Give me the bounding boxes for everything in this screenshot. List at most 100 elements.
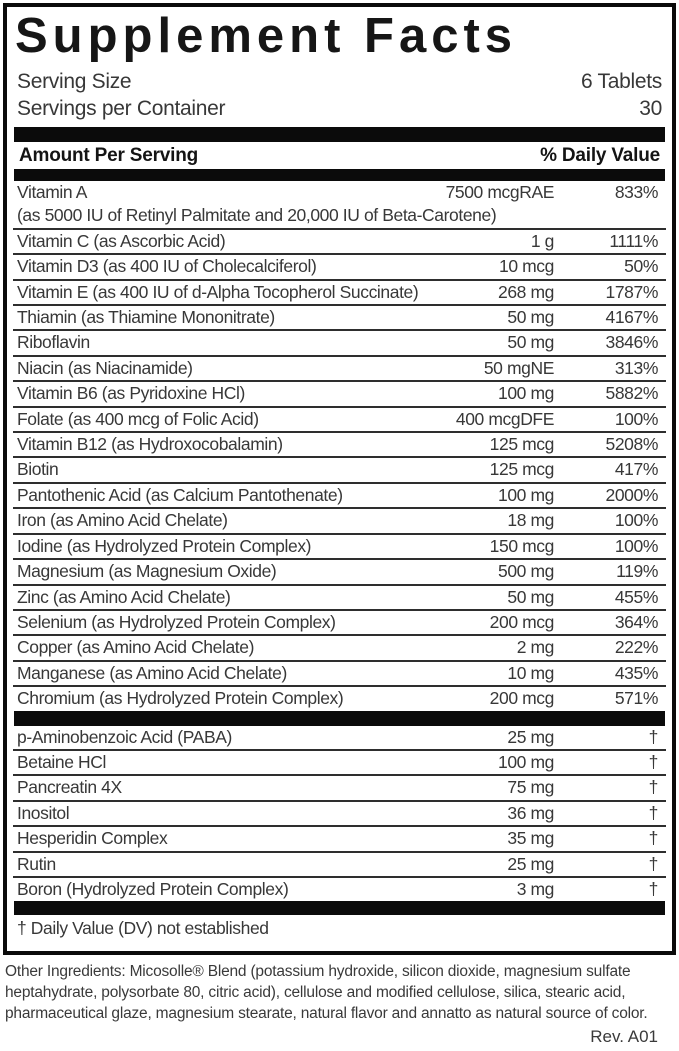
ingredient-name: Vitamin D3 (as 400 IU of Cholecalciferol… xyxy=(17,256,317,277)
ingredient-name: Niacin (as Niacinamide) xyxy=(17,357,193,378)
ingredient-name: Chromium (as Hydrolyzed Protein Complex) xyxy=(17,688,344,709)
ingredient-name: Vitamin B6 (as Pyridoxine HCl) xyxy=(17,383,245,404)
table-row-main-line: Zinc (as Amino Acid Chelate) 50 mg 455% xyxy=(13,586,666,609)
divider-bar-thick xyxy=(14,169,665,181)
table-row-main-line: Folate (as 400 mcg of Folic Acid) 400 mc… xyxy=(13,408,666,431)
ingredient-name: Selenium (as Hydrolyzed Protein Complex) xyxy=(17,611,336,632)
ingredient-amount: 500 mg xyxy=(498,561,554,582)
table-row: Betaine HCl 100 mg † xyxy=(13,748,666,774)
table-row-main-line: Niacin (as Niacinamide) 50 mgNE 313% xyxy=(13,357,666,380)
ingredient-amount: 125 mcg xyxy=(489,434,555,455)
ingredient-daily-value: 100% xyxy=(614,510,659,531)
table-row: Chromium (as Hydrolyzed Protein Complex)… xyxy=(13,685,666,710)
ingredient-name: Zinc (as Amino Acid Chelate) xyxy=(17,586,231,607)
ingredient-daily-value: † xyxy=(648,878,659,899)
other-ingredients-text: Other Ingredients: Micosolle® Blend (pot… xyxy=(5,963,648,1022)
table-row: Vitamin A 7500 mcgRAE 833% (as 5000 IU o… xyxy=(13,181,666,228)
ingredient-amount: 50 mgNE xyxy=(483,357,555,378)
ingredient-amount: 100 mg xyxy=(498,383,554,404)
supplement-facts-panel: Supplement Facts Serving Size 6 Tablets … xyxy=(3,3,676,955)
table-row-main-line: Selenium (as Hydrolyzed Protein Complex)… xyxy=(13,611,666,634)
vitamin-mineral-table: Vitamin A 7500 mcgRAE 833% (as 5000 IU o… xyxy=(13,181,666,711)
ingredient-amount: 200 mcg xyxy=(489,688,555,709)
ingredient-amount: 268 mg xyxy=(498,281,554,302)
panel-title: Supplement Facts xyxy=(15,9,518,63)
table-row-main-line: p-Aminobenzoic Acid (PABA) 25 mg † xyxy=(13,726,666,749)
ingredient-daily-value: † xyxy=(648,853,659,874)
ingredient-daily-value: 2000% xyxy=(605,484,659,505)
table-row-main-line: Inositol 36 mg † xyxy=(13,802,666,825)
ingredient-name: Vitamin C (as Ascorbic Acid) xyxy=(17,230,226,251)
ingredient-amount: 100 mg xyxy=(498,751,554,772)
ingredient-amount: 50 mg xyxy=(507,307,554,328)
table-row-main-line: Pancreatin 4X 75 mg † xyxy=(13,776,666,799)
table-row: Inositol 36 mg † xyxy=(13,799,666,825)
ingredient-daily-value: 119% xyxy=(616,561,658,582)
ingredient-daily-value: 222% xyxy=(614,637,659,658)
daily-value-footnote: † Daily Value (DV) not established xyxy=(17,918,269,939)
divider-bar-thick xyxy=(14,901,665,916)
table-row-main-line: Betaine HCl 100 mg † xyxy=(13,751,666,774)
table-row: Pancreatin 4X 75 mg † xyxy=(13,774,666,799)
table-row-main-line: Vitamin D3 (as 400 IU of Cholecalciferol… xyxy=(13,255,666,278)
ingredient-subtext: (as 5000 IU of Retinyl Palmitate and 20,… xyxy=(17,205,497,226)
table-row-main-line: Manganese (as Amino Acid Chelate) 10 mg … xyxy=(13,662,666,685)
divider-bar-thick xyxy=(14,710,665,726)
table-row: Niacin (as Niacinamide) 50 mgNE 313% xyxy=(13,354,666,380)
table-row: Riboflavin 50 mg 3846% xyxy=(13,329,666,354)
ingredient-name: Iron (as Amino Acid Chelate) xyxy=(17,510,228,531)
table-row: Rutin 25 mg † xyxy=(13,850,666,876)
ingredient-name: Riboflavin xyxy=(17,332,90,353)
ingredient-amount: 50 mg xyxy=(507,586,554,607)
table-row-main-line: Vitamin E (as 400 IU of d-Alpha Tocopher… xyxy=(13,281,666,304)
other-actives-table: p-Aminobenzoic Acid (PABA) 25 mg † Betai… xyxy=(13,726,666,902)
ingredient-daily-value: † xyxy=(648,777,659,798)
table-row: Pantothenic Acid (as Calcium Pantothenat… xyxy=(13,481,666,507)
table-row-main-line: Iodine (as Hydrolyzed Protein Complex) 1… xyxy=(13,535,666,558)
table-row: Vitamin E (as 400 IU of d-Alpha Tocopher… xyxy=(13,278,666,304)
table-row: Hesperidin Complex 35 mg † xyxy=(13,825,666,850)
ingredient-amount: 125 mcg xyxy=(489,459,555,480)
table-row: Vitamin B12 (as Hydroxocobalamin) 125 mc… xyxy=(13,431,666,456)
table-row: Folate (as 400 mcg of Folic Acid) 400 mc… xyxy=(13,405,666,431)
daily-value-header: % Daily Value xyxy=(540,145,660,166)
ingredient-name: Vitamin E (as 400 IU of d-Alpha Tocopher… xyxy=(17,281,419,302)
ingredient-name: Copper (as Amino Acid Chelate) xyxy=(17,637,255,658)
table-row: Vitamin B6 (as Pyridoxine HCl) 100 mg 58… xyxy=(13,380,666,405)
table-row-main-line: Magnesium (as Magnesium Oxide) 500 mg 11… xyxy=(13,560,666,583)
revision-code: Rev. A01 xyxy=(590,1027,658,1046)
ingredient-daily-value: 3846% xyxy=(605,332,659,353)
table-row: Boron (Hydrolyzed Protein Complex) 3 mg … xyxy=(13,875,666,901)
servings-per-container-line: Servings per Container 30 xyxy=(13,95,666,122)
ingredient-name: Vitamin B12 (as Hydroxocobalamin) xyxy=(17,434,283,455)
table-row: Zinc (as Amino Acid Chelate) 50 mg 455% xyxy=(13,583,666,609)
ingredient-name: Pancreatin 4X xyxy=(17,777,122,798)
serving-size-value: 6 Tablets xyxy=(581,70,662,93)
ingredient-daily-value: 435% xyxy=(614,662,659,683)
table-row-main-line: Vitamin B12 (as Hydroxocobalamin) 125 mc… xyxy=(13,433,666,456)
ingredient-daily-value: 1787% xyxy=(605,281,659,302)
table-row: Vitamin D3 (as 400 IU of Cholecalciferol… xyxy=(13,253,666,278)
column-header-row: Amount Per Serving % Daily Value xyxy=(13,142,666,169)
ingredient-name: Folate (as 400 mcg of Folic Acid) xyxy=(17,408,259,429)
ingredient-amount: 1 g xyxy=(530,230,555,251)
serving-size-label: Serving Size xyxy=(17,70,132,93)
table-row: Biotin 125 mcg 417% xyxy=(13,456,666,481)
table-row: Selenium (as Hydrolyzed Protein Complex)… xyxy=(13,608,666,634)
ingredient-daily-value: † xyxy=(648,726,659,747)
ingredient-name: p-Aminobenzoic Acid (PABA) xyxy=(17,726,232,747)
ingredient-amount: 100 mg xyxy=(498,484,554,505)
ingredient-amount: 10 mg xyxy=(507,662,554,683)
ingredient-name: Biotin xyxy=(17,459,59,480)
ingredient-name: Inositol xyxy=(17,802,70,823)
ingredient-daily-value: 455% xyxy=(614,586,659,607)
ingredient-name: Rutin xyxy=(17,853,56,874)
ingredient-name: Iodine (as Hydrolyzed Protein Complex) xyxy=(17,535,312,556)
ingredient-daily-value: 50% xyxy=(624,256,658,277)
ingredient-daily-value: 833% xyxy=(614,182,659,202)
ingredient-daily-value: 571% xyxy=(614,688,659,709)
ingredient-name: Thiamin (as Thiamine Mononitrate) xyxy=(17,307,275,328)
divider-bar-thick xyxy=(14,127,665,142)
table-row-main-line: Biotin 125 mcg 417% xyxy=(13,458,666,481)
